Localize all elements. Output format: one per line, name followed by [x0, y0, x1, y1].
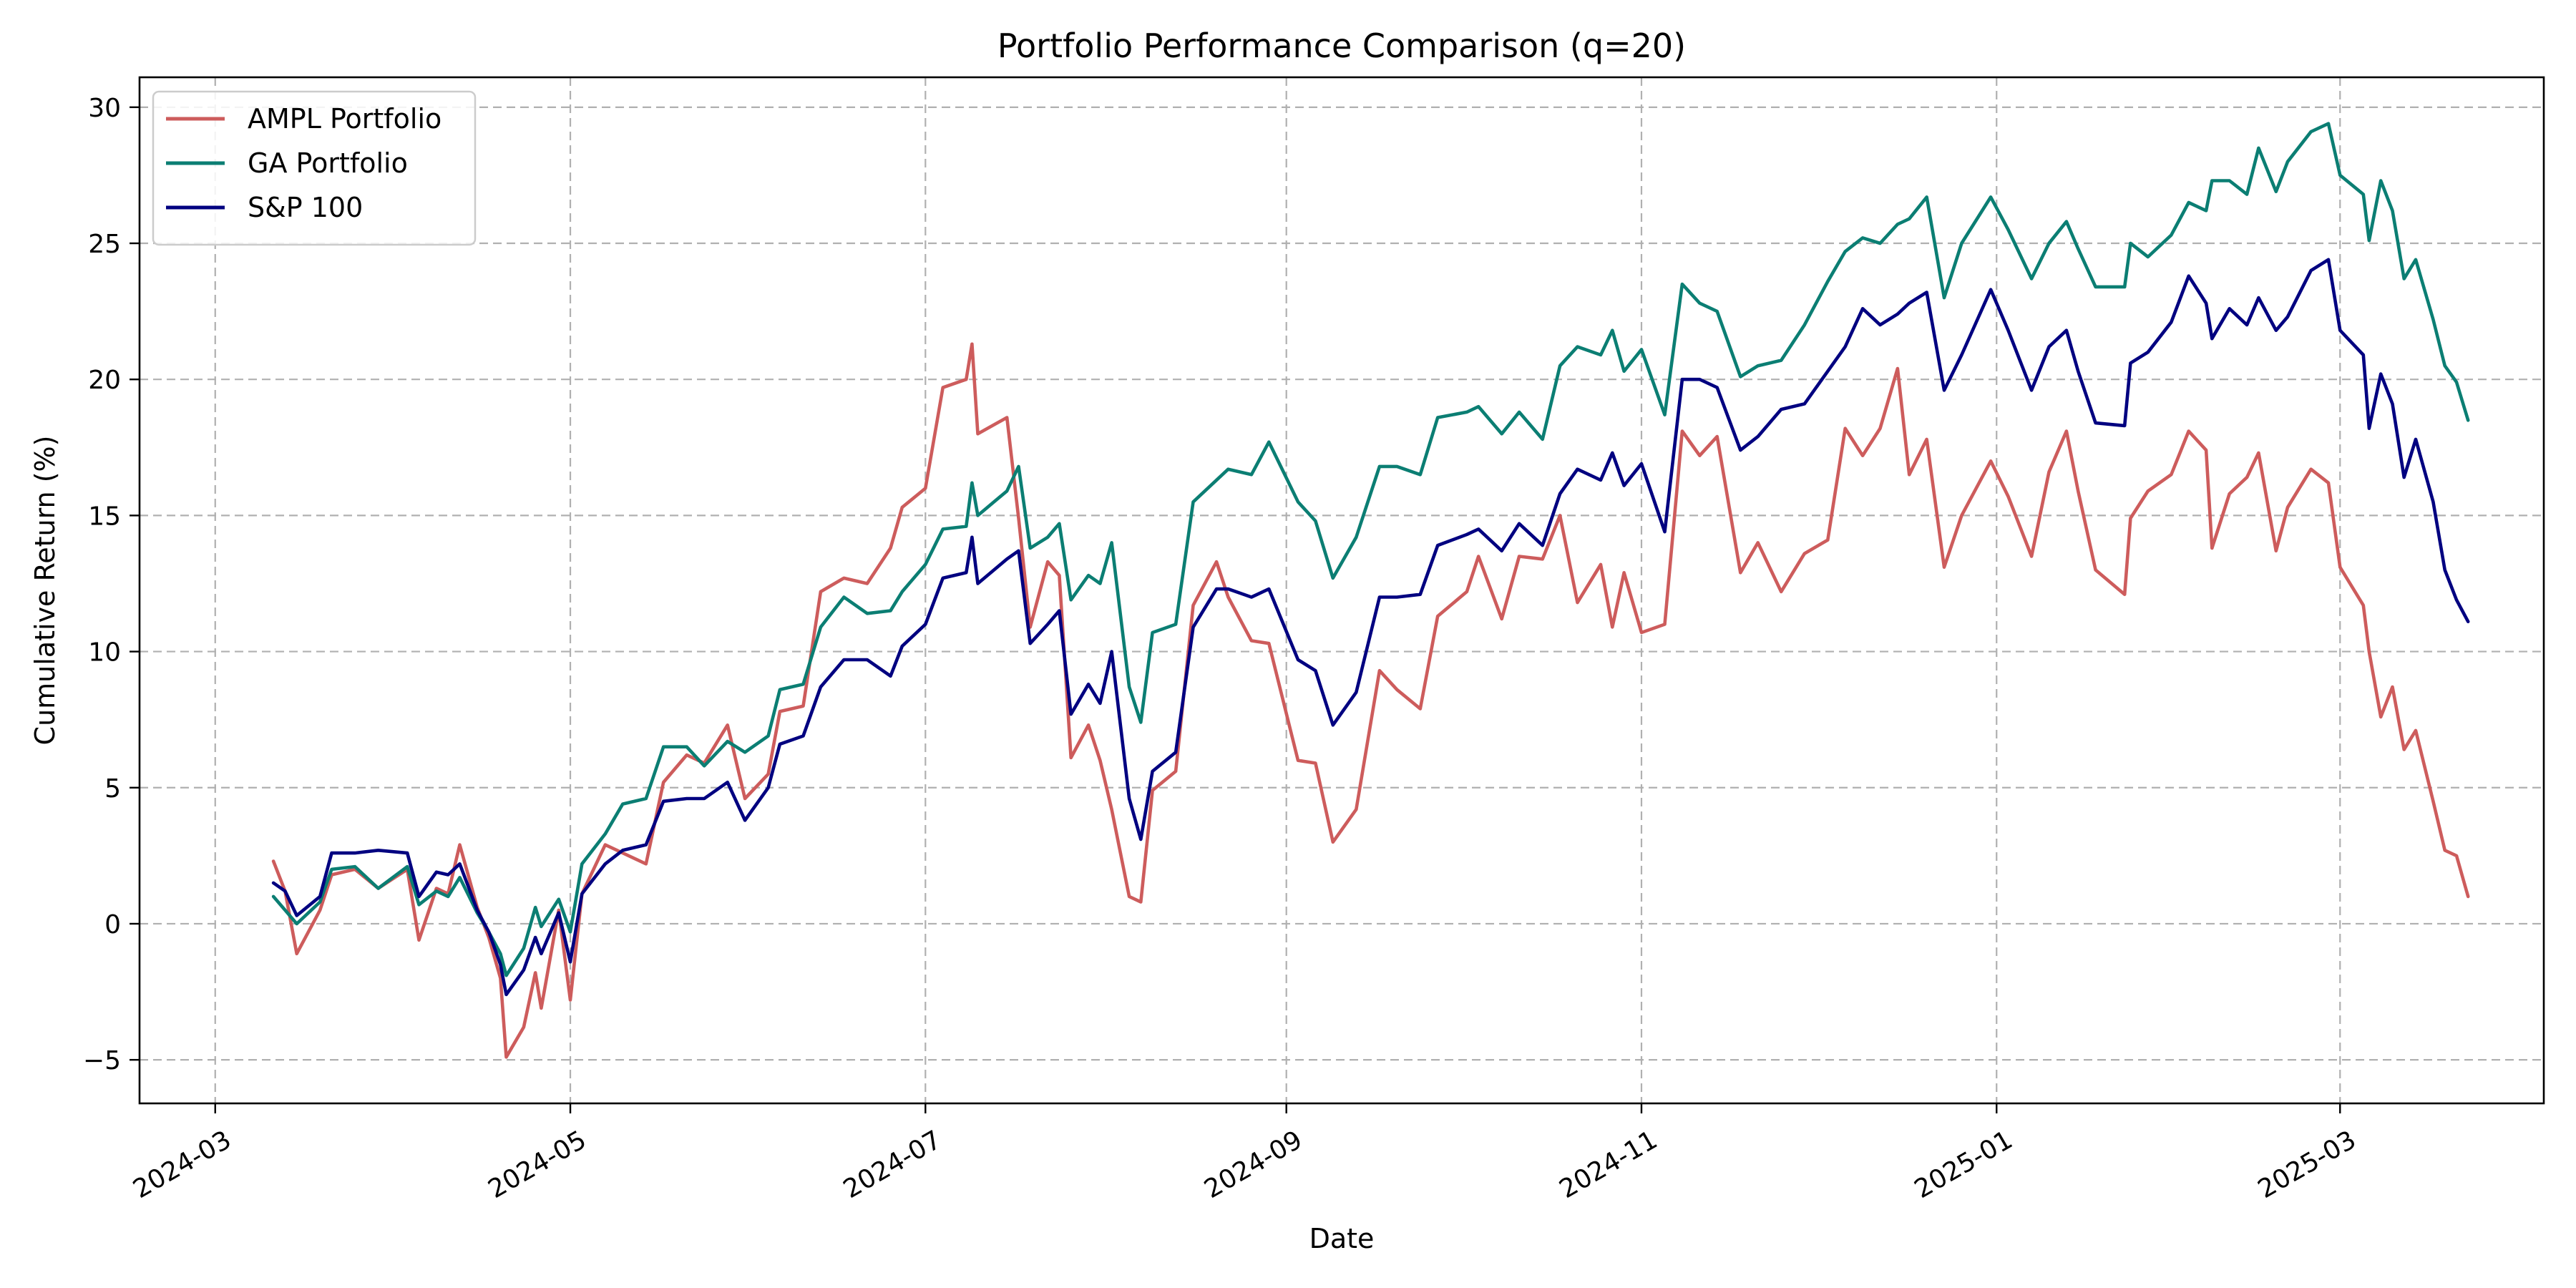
- y-tick-label: 0: [104, 910, 121, 940]
- series-line-1: [271, 342, 2470, 1059]
- legend: AMPL Portfolio GA Portfolio S&P 100: [152, 90, 477, 246]
- y-tick-label: 30: [88, 94, 121, 123]
- series-line-3: [271, 258, 2470, 997]
- legend-box: [152, 90, 477, 246]
- y-tick-label: 5: [104, 774, 121, 804]
- series-layer: [271, 122, 2470, 1059]
- legend-label-3: S&P 100: [248, 192, 363, 223]
- legend-label-1: AMPL Portfolio: [248, 103, 441, 135]
- x-axis-label: Date: [1309, 1223, 1375, 1254]
- chart-title: Portfolio Performance Comparison (q=20): [997, 26, 1686, 65]
- legend-label-2: GA Portfolio: [248, 147, 408, 179]
- series-line-2: [271, 122, 2470, 977]
- plot-frame: [138, 76, 2545, 1105]
- y-axis-label: Cumulative Return (%): [29, 436, 61, 746]
- y-tick-label: −5: [83, 1046, 121, 1075]
- y-tick-label: 15: [88, 502, 121, 531]
- grid-layer: [140, 77, 2544, 1103]
- y-tick-label: 10: [88, 638, 121, 668]
- y-tick-label: 20: [88, 366, 121, 395]
- y-tick-label: 25: [88, 230, 121, 259]
